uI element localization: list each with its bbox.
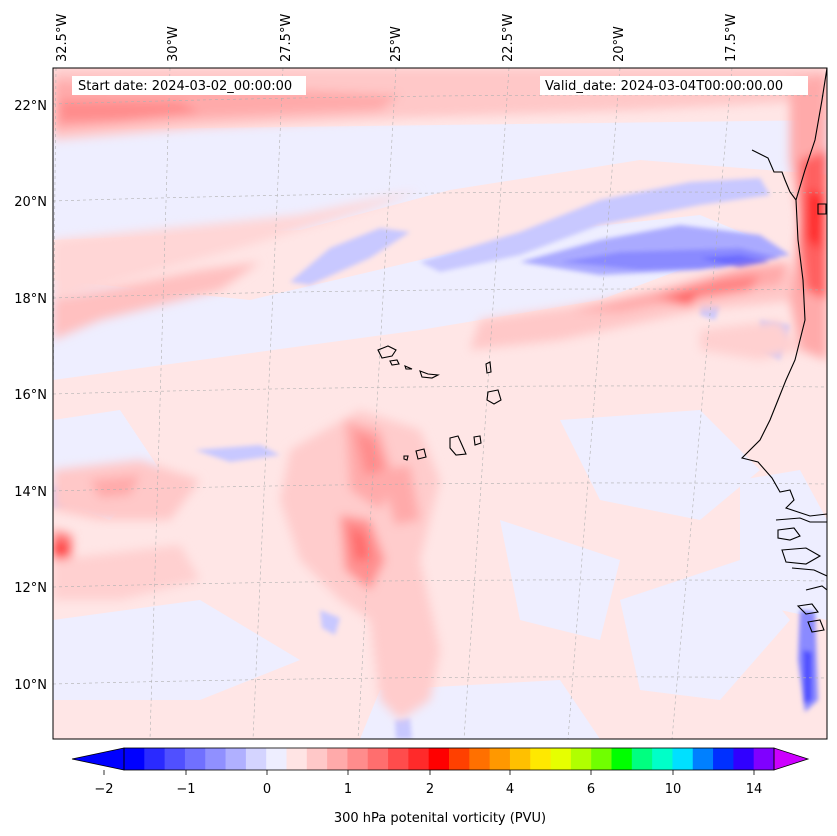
colorbar-cell (266, 748, 287, 770)
latitude-labels: 22°N 20°N 18°N 16°N 14°N 12°N 10°N (14, 99, 47, 693)
colorbar-cell (245, 748, 267, 770)
colorbar-cell (652, 748, 673, 770)
colorbar-cell (591, 748, 612, 770)
lon-label: 25°W (389, 26, 404, 62)
colorbar-tick-label: 4 (506, 782, 514, 797)
colorbar-extend-high (773, 747, 810, 771)
colorbar-cell (205, 748, 227, 770)
map-panel (53, 68, 827, 739)
lon-label: 17.5°W (724, 14, 739, 62)
african-coastline (740, 68, 827, 633)
colorbar-cell (611, 748, 633, 770)
colorbar-cell (428, 748, 450, 770)
lon-label: 27.5°W (279, 14, 294, 62)
colorbar-ticks: −2 −1 0 1 2 4 6 10 14 (94, 770, 762, 797)
valid-date-text: Valid_date: 2024-03-04T00:00:00.00 (545, 79, 783, 94)
colorbar-tick-label: 14 (746, 782, 763, 797)
cape-verde-islands (377, 345, 502, 461)
colorbar-cell (327, 748, 348, 770)
colorbar-cell (367, 748, 389, 770)
lat-label: 12°N (14, 581, 47, 596)
lat-label: 16°N (14, 388, 47, 403)
colorbar-cell (347, 748, 369, 770)
lat-label: 20°N (14, 195, 47, 210)
colorbar-extend-low (71, 747, 125, 771)
colorbar-tick-label: 2 (426, 782, 434, 797)
lat-label: 14°N (14, 485, 47, 500)
lat-label: 10°N (14, 678, 47, 693)
colorbar-title: 300 hPa potenital vorticity (PVU) (334, 811, 546, 826)
start-date-text: Start date: 2024-03-02_00:00:00 (78, 79, 292, 94)
info-box-left: Start date: 2024-03-02_00:00:00 (72, 76, 306, 95)
colorbar-cell (530, 748, 552, 770)
colorbar-cell (733, 748, 755, 770)
colorbar-cell (225, 748, 247, 770)
colorbar-cell (631, 748, 653, 770)
colorbar-cells (124, 748, 775, 770)
colorbar-cell (570, 748, 592, 770)
colorbar-tick-label: 0 (263, 782, 271, 797)
longitude-labels: 32.5°W 30°W 27.5°W 25°W 22.5°W 20°W 17.5… (55, 14, 739, 62)
colorbar-tick-label: 10 (665, 782, 682, 797)
lon-label: 32.5°W (55, 14, 70, 62)
colorbar-cell (469, 748, 491, 770)
lon-label: 22.5°W (501, 14, 516, 62)
colorbar-cell (144, 748, 166, 770)
map-frame (52, 67, 828, 740)
colorbar-cell (692, 748, 714, 770)
colorbar-tick-label: −1 (176, 782, 195, 797)
colorbar-cell (184, 748, 206, 770)
colorbar-cell (388, 748, 409, 770)
lat-label: 22°N (14, 99, 47, 114)
colorbar-cell (306, 748, 328, 770)
colorbar-cell (124, 748, 145, 770)
lat-label: 18°N (14, 292, 47, 307)
pv-negative-streaks (53, 178, 818, 739)
pv-negative-light-areas (53, 120, 827, 739)
colorbar-cell (408, 748, 430, 770)
colorbar-cell (509, 748, 531, 770)
colorbar-tick-label: 1 (344, 782, 352, 797)
colorbar-cell (550, 748, 572, 770)
colorbar-cell (449, 748, 470, 770)
lon-label: 20°W (612, 26, 627, 62)
colorbar: −2 −1 0 1 2 4 6 10 14 300 hPa potenital … (71, 747, 810, 826)
colorbar-cell (164, 748, 186, 770)
colorbar-cell (672, 748, 694, 770)
info-box-right: Valid_date: 2024-03-04T00:00:00.00 (540, 76, 808, 95)
graticule (53, 68, 827, 739)
colorbar-frame (123, 747, 775, 771)
colorbar-cell (753, 748, 775, 770)
colorbar-tick-label: 6 (587, 782, 595, 797)
colorbar-tick-label: −2 (94, 782, 113, 797)
colorbar-cell (713, 748, 734, 770)
lon-label: 30°W (166, 26, 181, 62)
colorbar-cell (286, 748, 308, 770)
colorbar-cell (489, 748, 511, 770)
